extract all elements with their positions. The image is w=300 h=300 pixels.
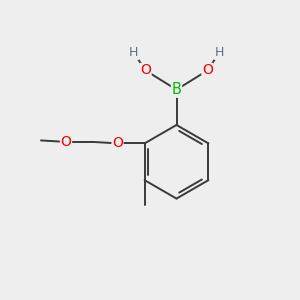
Text: O: O (61, 135, 71, 149)
Text: O: O (140, 64, 151, 77)
Text: B: B (172, 82, 182, 97)
Text: O: O (112, 136, 123, 150)
Text: H: H (129, 46, 139, 59)
Text: O: O (202, 64, 213, 77)
Text: H: H (214, 46, 224, 59)
